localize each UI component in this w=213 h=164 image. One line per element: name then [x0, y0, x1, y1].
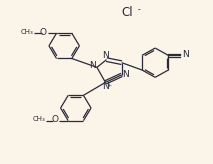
- Text: O: O: [39, 28, 46, 37]
- Text: N: N: [122, 70, 129, 79]
- Text: CH₃: CH₃: [33, 116, 45, 123]
- Text: N: N: [182, 51, 189, 60]
- Text: -: -: [137, 5, 140, 14]
- Text: N: N: [102, 51, 109, 60]
- Text: N: N: [90, 61, 96, 70]
- Text: CH₃: CH₃: [21, 29, 34, 35]
- Text: Cl: Cl: [122, 6, 134, 19]
- Text: N: N: [102, 82, 109, 91]
- Text: +: +: [106, 82, 111, 88]
- Text: O: O: [51, 115, 58, 124]
